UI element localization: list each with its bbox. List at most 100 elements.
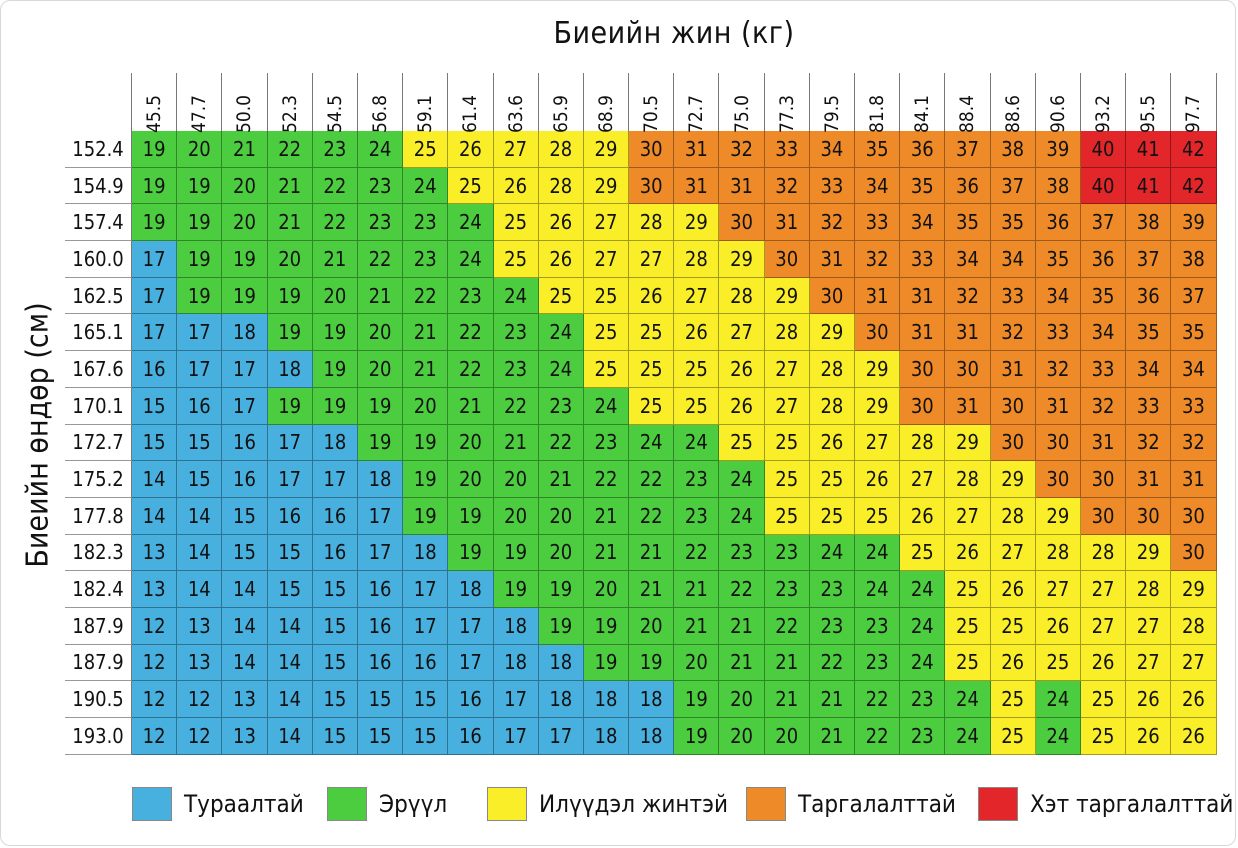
bmi-cell: 18: [629, 681, 675, 718]
bmi-cell: 29: [855, 387, 901, 425]
bmi-cell: 41: [1126, 167, 1172, 205]
height-tick-label: 152.4: [65, 131, 132, 168]
bmi-cell: 23: [357, 167, 404, 205]
bmi-cell: 25: [583, 277, 630, 315]
bmi-cell: 27: [764, 351, 810, 388]
bmi-cell: 26: [719, 351, 765, 388]
bmi-cell: 18: [222, 314, 268, 352]
bmi-cell: 37: [990, 167, 1036, 205]
bmi-cell: 30: [1080, 497, 1127, 535]
bmi-cell: 40: [1080, 167, 1127, 205]
bmi-cell: 25: [583, 351, 630, 388]
weight-tick-text: 52.3: [278, 94, 301, 134]
bmi-cell: 16: [357, 644, 404, 682]
bmi-cell: 14: [177, 534, 223, 572]
bmi-cell: 28: [900, 424, 946, 462]
bmi-cell: 22: [674, 534, 720, 572]
bmi-cell: 25: [583, 314, 630, 352]
bmi-cell: 21: [764, 681, 810, 718]
bmi-cell: 20: [267, 241, 313, 278]
bmi-cell: 34: [1171, 351, 1217, 388]
bmi-cell: 19: [177, 204, 223, 242]
bmi-cell: 15: [357, 681, 404, 718]
bmi-cell: 24: [855, 571, 901, 608]
bmi-cell: 24: [357, 131, 404, 168]
bmi-cell: 37: [1080, 204, 1127, 242]
bmi-cell: 20: [538, 497, 584, 535]
bmi-cell: 39: [1035, 131, 1081, 168]
legend-item-extremely-obese: Хэт таргалалттай: [978, 787, 1233, 821]
bmi-cell: 41: [1126, 131, 1172, 168]
bmi-cell: 32: [855, 241, 901, 278]
bmi-cell: 28: [538, 167, 584, 205]
bmi-cell: 30: [764, 241, 810, 278]
bmi-cell: 30: [990, 424, 1036, 462]
bmi-cell: 38: [990, 131, 1036, 168]
weight-tick-text: 45.5: [143, 94, 166, 134]
bmi-heatmap-grid: 45.5 47.7 50.0 52.3 54.5 56.8 59.1 61.4 63.6 65.9…: [65, 73, 1217, 755]
bmi-cell: 17: [267, 461, 313, 498]
bmi-cell: 21: [267, 167, 313, 205]
bmi-cell: 14: [267, 681, 313, 718]
bmi-cell: 33: [764, 131, 810, 168]
bmi-cell: 16: [403, 644, 449, 682]
bmi-cell: 22: [809, 644, 855, 682]
weight-tick-text: 56.8: [369, 94, 392, 134]
bmi-cell: 35: [900, 167, 946, 205]
bmi-cell: 25: [403, 131, 449, 168]
weight-tick-text: 70.5: [640, 94, 663, 134]
weight-tick-text: 88.4: [956, 94, 979, 134]
bmi-cell: 24: [629, 424, 675, 462]
bmi-cell: 26: [448, 131, 494, 168]
bmi-cell: 21: [448, 387, 494, 425]
bmi-cell: 23: [674, 461, 720, 498]
bmi-cell: 17: [493, 681, 539, 718]
bmi-cell: 24: [809, 534, 855, 572]
bmi-cell: 22: [855, 718, 901, 755]
bmi-cell: 30: [855, 314, 901, 352]
bmi-cell: 20: [403, 387, 449, 425]
height-tick-label: 175.2: [65, 461, 132, 498]
bmi-cell: 13: [132, 571, 178, 608]
bmi-cell: 24: [448, 204, 494, 242]
bmi-cell: 29: [674, 204, 720, 242]
bmi-cell: 34: [1035, 277, 1081, 315]
bmi-cell: 21: [538, 461, 584, 498]
bmi-cell: 32: [1035, 351, 1081, 388]
bmi-cell: 21: [357, 277, 404, 315]
bmi-cell: 33: [1126, 387, 1172, 425]
bmi-cell: 37: [945, 131, 991, 168]
bmi-cell: 32: [719, 131, 765, 168]
bmi-cell: 23: [809, 571, 855, 608]
bmi-cell: 16: [448, 681, 494, 718]
bmi-cell: 19: [674, 718, 720, 755]
bmi-cell: 19: [583, 644, 630, 682]
bmi-cell: 42: [1171, 131, 1217, 168]
bmi-cell: 26: [629, 277, 675, 315]
bmi-cell: 16: [222, 424, 268, 462]
bmi-cell: 17: [493, 718, 539, 755]
bmi-cell: 25: [809, 461, 855, 498]
height-tick-label: 182.3: [65, 534, 132, 572]
bmi-cell: 18: [629, 718, 675, 755]
bmi-cell: 14: [222, 571, 268, 608]
legend-swatch-healthy: [327, 787, 367, 821]
bmi-cell: 26: [1126, 718, 1172, 755]
bmi-cell: 22: [448, 314, 494, 352]
bmi-cell: 30: [809, 277, 855, 315]
bmi-cell: 30: [1035, 461, 1081, 498]
bmi-cell: 28: [1171, 607, 1217, 645]
weight-tick-text: 47.7: [188, 94, 211, 134]
bmi-cell: 20: [448, 424, 494, 462]
bmi-cell: 26: [1171, 718, 1217, 755]
bmi-cell: 24: [719, 461, 765, 498]
bmi-cell: 19: [267, 277, 313, 315]
bmi-cell: 34: [990, 241, 1036, 278]
weight-tick-label: 45.5: [132, 73, 178, 133]
bmi-cell: 25: [945, 644, 991, 682]
legend-item-healthy: Эрүүл: [327, 787, 447, 821]
bmi-cell: 33: [855, 204, 901, 242]
bmi-cell: 18: [312, 424, 358, 462]
bmi-cell: 35: [1080, 277, 1127, 315]
bmi-cell: 29: [945, 424, 991, 462]
